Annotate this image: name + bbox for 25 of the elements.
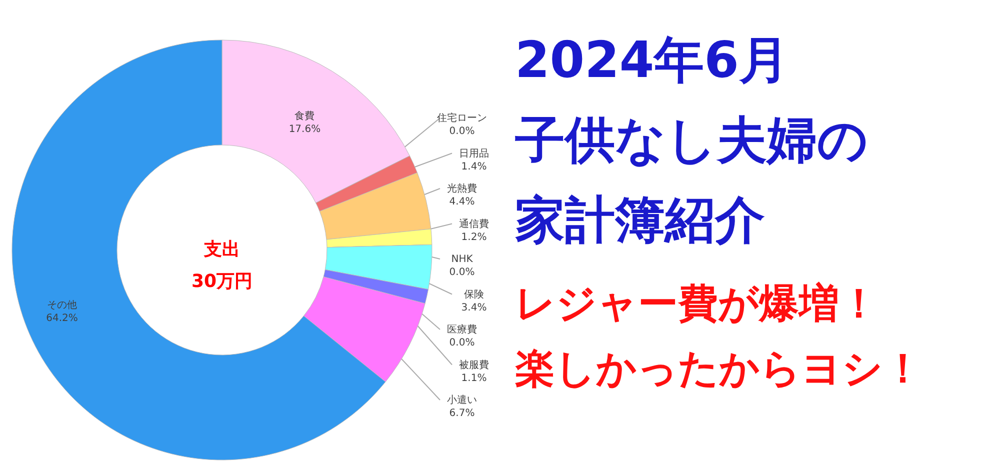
data-label: 3.4% — [461, 302, 487, 314]
text: 0.0% — [449, 267, 475, 278]
slice-label: その他 — [47, 299, 77, 311]
data-label: 4.4% — [449, 196, 475, 208]
category-label: 医療費 — [447, 324, 477, 336]
text: レジャー費が爆増！楽しかったからヨシ！ — [515, 281, 923, 392]
slice-label: 被服費 — [459, 358, 489, 371]
slice-label: 日用品 — [459, 148, 489, 160]
slice-label: 通信費 — [459, 218, 489, 230]
slice-label: 保険 — [464, 289, 484, 300]
text: 支出 30万円 — [191, 239, 253, 292]
text: 0.0% — [449, 338, 475, 348]
category-label: 住宅ローン — [437, 113, 487, 124]
data-label: 1.2% — [461, 232, 487, 243]
data-label: 1.4% — [461, 161, 487, 172]
data-label: 1.1% — [461, 372, 487, 384]
slice-label: 食費 — [294, 110, 315, 122]
slice-label: 光熱費 — [447, 182, 477, 194]
data-label: 6.7% — [449, 408, 475, 419]
data-label: 17.6% — [288, 124, 321, 135]
category-label: NHK — [451, 254, 473, 265]
slice-label: 小遣い — [447, 394, 477, 406]
text: 2024年6月子供なし夫婦の家計簿紹介 — [514, 31, 868, 249]
text: 0.0% — [449, 126, 475, 137]
data-label: 64.2% — [46, 313, 78, 324]
